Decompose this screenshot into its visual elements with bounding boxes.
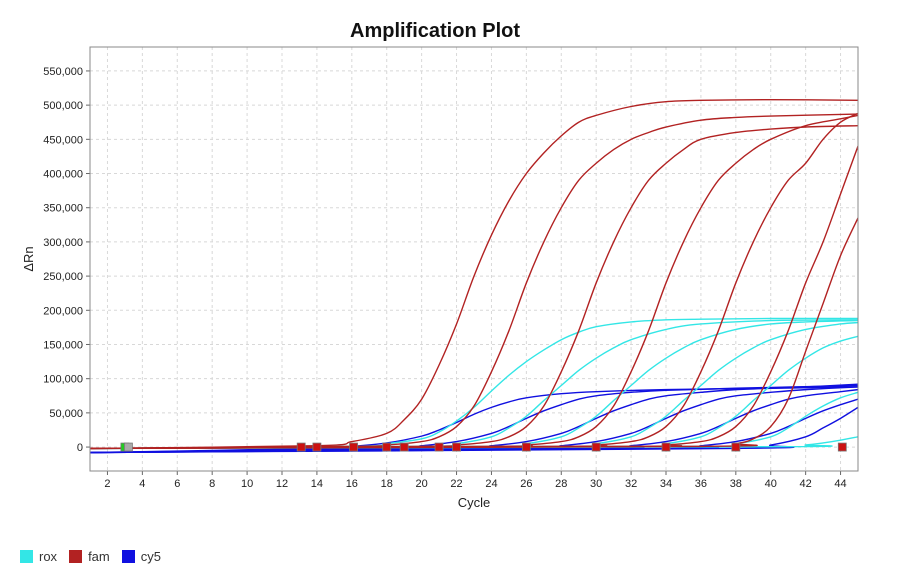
threshold-marker[interactable] xyxy=(521,442,531,452)
y-tick-label: 50,000 xyxy=(49,408,83,420)
plot-frame xyxy=(89,46,859,472)
fam-curve-3 xyxy=(90,124,858,450)
threshold-marker[interactable] xyxy=(399,442,409,452)
legend-label-cy5: cy5 xyxy=(140,549,161,564)
legend-item-cy5[interactable]: cy5 xyxy=(121,549,161,564)
threshold-marker[interactable] xyxy=(837,442,847,452)
threshold-marker[interactable] xyxy=(434,442,444,452)
x-tick-label: 36 xyxy=(695,478,707,490)
amplification-plot: Amplification Plot 0 50,000 100,000 150,000… xyxy=(21,20,859,510)
threshold-marker[interactable] xyxy=(296,442,306,452)
threshold-marker[interactable] xyxy=(382,442,392,452)
y-tick-label: 500,000 xyxy=(43,100,83,112)
threshold-marker[interactable] xyxy=(661,442,671,452)
legend-label-fam: fam xyxy=(88,549,110,564)
x-tick-label: 32 xyxy=(625,478,637,490)
fam-curve-6 xyxy=(90,145,858,450)
x-tick-label: 34 xyxy=(660,478,672,490)
x-tick-label: 42 xyxy=(800,478,812,490)
x-tick-label: 14 xyxy=(311,478,323,490)
x-tick-label: 38 xyxy=(730,478,742,490)
threshold-marker[interactable] xyxy=(124,442,133,452)
y-tick-label: 350,000 xyxy=(43,203,83,215)
legend-item-rox[interactable]: rox xyxy=(20,549,57,564)
y-tick-label: 150,000 xyxy=(43,339,83,351)
fam-curve-7 xyxy=(90,217,858,450)
y-tick-label: 200,000 xyxy=(43,305,83,317)
y-axis: 0 50,000 100,000 150,000 200,000 250,000 300,0… xyxy=(43,66,90,454)
x-tick-label: 40 xyxy=(765,478,777,490)
x-tick-label: 44 xyxy=(834,478,846,490)
legend-item-fam[interactable]: fam xyxy=(69,549,110,564)
x-tick-label: 6 xyxy=(174,478,180,490)
x-tick-label: 16 xyxy=(346,478,358,490)
x-tick-label: 2 xyxy=(104,478,110,490)
threshold-marker[interactable] xyxy=(312,442,322,452)
fam-curve-2 xyxy=(90,113,858,450)
threshold-marker[interactable] xyxy=(731,442,741,452)
y-tick-label: 250,000 xyxy=(43,271,83,283)
y-tick-label: 100,000 xyxy=(43,374,83,386)
threshold-marker[interactable] xyxy=(349,442,358,452)
fam-curve-4 xyxy=(90,114,858,450)
x-tick-label: 26 xyxy=(520,478,532,490)
x-tick-label: 18 xyxy=(381,478,393,490)
x-tick-label: 24 xyxy=(485,478,497,490)
threshold-markers xyxy=(120,442,847,452)
x-tick-label: 22 xyxy=(450,478,462,490)
threshold-marker[interactable] xyxy=(452,442,461,452)
legend-swatch-fam xyxy=(69,550,83,563)
rox-curve-1 xyxy=(90,317,858,450)
chart-title: Amplification Plot xyxy=(350,20,520,42)
x-tick-label: 10 xyxy=(241,478,253,490)
y-axis-label: ΔRn xyxy=(21,246,36,271)
legend-swatch-rox xyxy=(20,550,33,563)
threshold-marker[interactable] xyxy=(591,442,601,452)
x-tick-label: 12 xyxy=(276,478,288,490)
legend-swatch-cy5 xyxy=(121,550,135,563)
x-tick-label: 30 xyxy=(590,478,602,490)
rox-curve-4 xyxy=(90,321,858,450)
grid xyxy=(90,47,858,471)
cy5-curve-7 xyxy=(90,406,858,454)
rox-curve-3 xyxy=(90,319,858,450)
x-tick-label: 28 xyxy=(555,478,567,490)
y-tick-label: 450,000 xyxy=(43,134,83,146)
x-tick-label: 8 xyxy=(209,478,215,490)
x-tick-label: 20 xyxy=(416,478,428,490)
y-tick-label: 550,000 xyxy=(43,66,83,78)
legend-label-rox: rox xyxy=(39,549,58,564)
x-axis: 2 4 6 8 10 12 14 16 18 20 22 24 26 28 30 32 34 36 38 40 42 44 xyxy=(104,471,847,490)
y-tick-label: 400,000 xyxy=(43,169,83,181)
rox-curve-2 xyxy=(90,319,858,450)
y-tick-label: 300,000 xyxy=(43,237,83,249)
legend: rox fam cy5 xyxy=(20,549,173,564)
x-axis-label: Cycle xyxy=(458,495,491,510)
x-tick-label: 4 xyxy=(139,478,145,490)
y-tick-label: 0 xyxy=(77,442,83,454)
fam-curve-5 xyxy=(90,112,858,450)
fam-curve-1 xyxy=(90,98,858,450)
